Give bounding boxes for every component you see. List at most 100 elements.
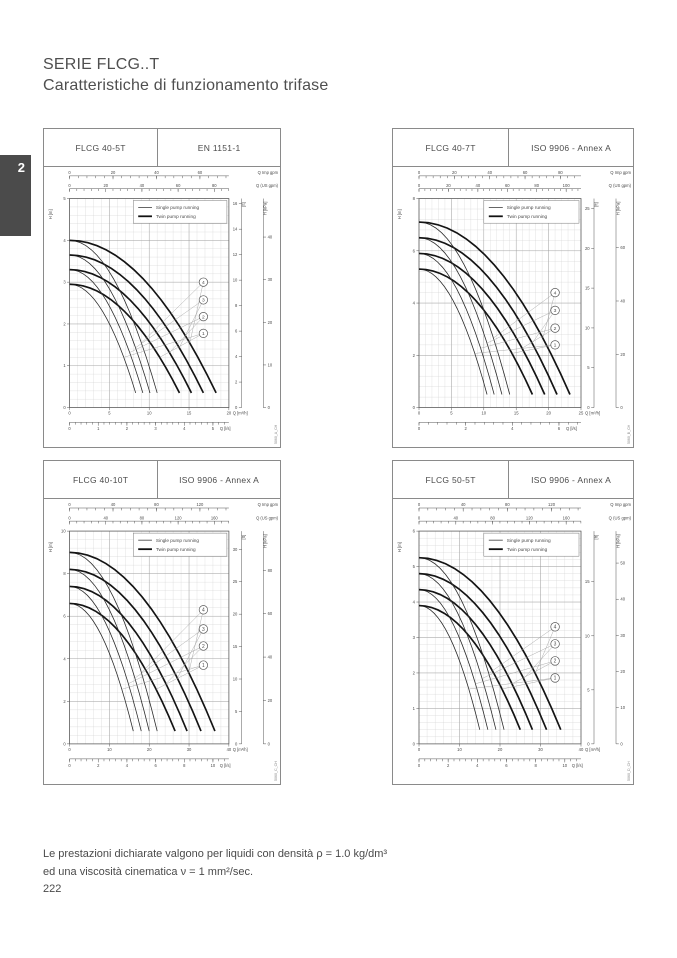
svg-text:5060_A_CH: 5060_A_CH [274,424,278,444]
svg-text:[ft]: [ft] [594,535,599,540]
svg-text:2: 2 [413,353,416,358]
chart-panel-flcg-40-5t: FLCG 40-5T EN 1151-1 0 20 40 60 Q Imp gpm 0 20… [43,128,281,448]
leader-line [189,282,204,343]
svg-text:40: 40 [579,747,584,752]
svg-text:40: 40 [103,515,108,520]
leader-line [128,645,204,684]
svg-text:30: 30 [620,633,625,638]
svg-text:2: 2 [554,659,557,665]
svg-text:3: 3 [63,280,66,285]
svg-text:Q [m³/h]: Q [m³/h] [585,747,600,752]
svg-text:5: 5 [63,196,66,201]
svg-text:Q [l/s]: Q [l/s] [220,763,231,768]
leader-line [141,609,204,673]
leader-line [134,628,204,679]
svg-text:50: 50 [620,561,625,566]
svg-text:10: 10 [457,747,462,752]
chart-panel-header: FLCG 50-5T ISO 9906 - Annex A [393,461,633,499]
svg-text:0: 0 [620,405,623,410]
svg-text:5: 5 [413,564,416,569]
svg-text:10: 10 [585,633,590,638]
leader-line [474,344,556,354]
svg-text:14: 14 [233,227,238,232]
standard-label: ISO 9906 - Annex A [179,474,260,485]
legend-box [483,200,580,224]
svg-text:6: 6 [558,426,561,431]
twin-pump-curve [69,551,216,732]
svg-text:0: 0 [413,405,416,410]
svg-text:Q Imp gpm: Q Imp gpm [610,502,631,507]
svg-text:Single pump running: Single pump running [156,538,199,544]
svg-text:10: 10 [61,529,66,534]
svg-text:80: 80 [505,502,510,507]
svg-text:3: 3 [554,642,557,648]
svg-text:120: 120 [196,502,204,507]
svg-text:120: 120 [548,502,556,507]
speed-label-circle [550,288,560,298]
svg-text:4: 4 [413,600,416,605]
footnote-line-2: ed una viscosità cinematica ν = 1 mm²/se… [43,865,253,878]
svg-text:Twin pump running: Twin pump running [507,214,548,220]
svg-text:1: 1 [202,331,205,337]
svg-text:5: 5 [108,411,111,416]
legend-box [133,532,228,557]
leader-line [468,677,556,690]
page-title: SERIE FLCG..T Caratteristiche di funzion… [43,54,328,96]
svg-text:20: 20 [446,183,451,188]
chart-panel-flcg-40-10t: FLCG 40-10T ISO 9906 - Annex A 0 40 80 120 Q… [43,460,281,785]
top-axis [69,175,229,180]
svg-text:30: 30 [538,747,543,752]
svg-text:2: 2 [464,426,467,431]
left-axis [67,198,70,408]
single-pump-curve [418,589,489,730]
svg-text:10: 10 [211,763,216,768]
chart-panel-header: FLCG 40-5T EN 1151-1 [44,129,280,167]
left-axis [67,530,70,745]
svg-text:5060_D_CH: 5060_D_CH [627,761,631,781]
svg-text:Single pump running: Single pump running [156,205,200,211]
bottom-axis-m3h [69,407,230,411]
chart-panel-flcg-50-5t: FLCG 50-5T ISO 9906 - Annex A 0 40 80 120 Q … [392,460,634,785]
single-pump-curve [69,283,137,394]
chart-panel-header: FLCG 40-7T ISO 9906 - Annex A [393,129,633,167]
svg-text:0: 0 [587,405,590,410]
pump-model-label: FLCG 50-5T [393,461,510,498]
svg-text:2: 2 [554,326,557,332]
svg-text:H [m]: H [m] [48,209,53,219]
right-axis-kpa [615,531,619,745]
right-axis-kpa [263,531,267,745]
single-pump-curve [418,557,505,730]
svg-text:Twin pump running: Twin pump running [156,214,196,220]
svg-text:Q (US gpm): Q (US gpm) [256,515,279,520]
svg-text:80: 80 [268,568,273,573]
pump-model-label: FLCG 40-5T [44,129,159,166]
svg-text:0: 0 [418,515,421,520]
svg-text:3: 3 [202,298,205,304]
leader-line [188,609,204,673]
leader-line [159,333,204,358]
svg-text:Q Imp gpm: Q Imp gpm [258,170,279,175]
svg-text:30: 30 [268,277,273,282]
svg-text:10: 10 [562,763,567,768]
svg-text:160: 160 [211,515,219,520]
twin-pump-curve [69,568,202,732]
svg-text:10: 10 [585,325,590,330]
svg-text:H [kPa]: H [kPa] [616,534,621,548]
svg-text:Q [m³/h]: Q [m³/h] [233,411,248,416]
svg-text:6: 6 [413,529,416,534]
section-number: 2 [17,160,25,175]
twin-pump-curve [418,236,558,395]
svg-text:4: 4 [511,426,514,431]
svg-text:H [m]: H [m] [397,542,402,552]
svg-text:0: 0 [68,426,71,431]
svg-text:60: 60 [523,170,528,175]
svg-text:30: 30 [233,547,238,552]
svg-text:15: 15 [233,644,238,649]
svg-text:5: 5 [235,709,238,714]
chart-panel-header: FLCG 40-10T ISO 9906 - Annex A [44,461,280,499]
svg-text:80: 80 [212,183,217,188]
svg-text:40: 40 [487,170,492,175]
